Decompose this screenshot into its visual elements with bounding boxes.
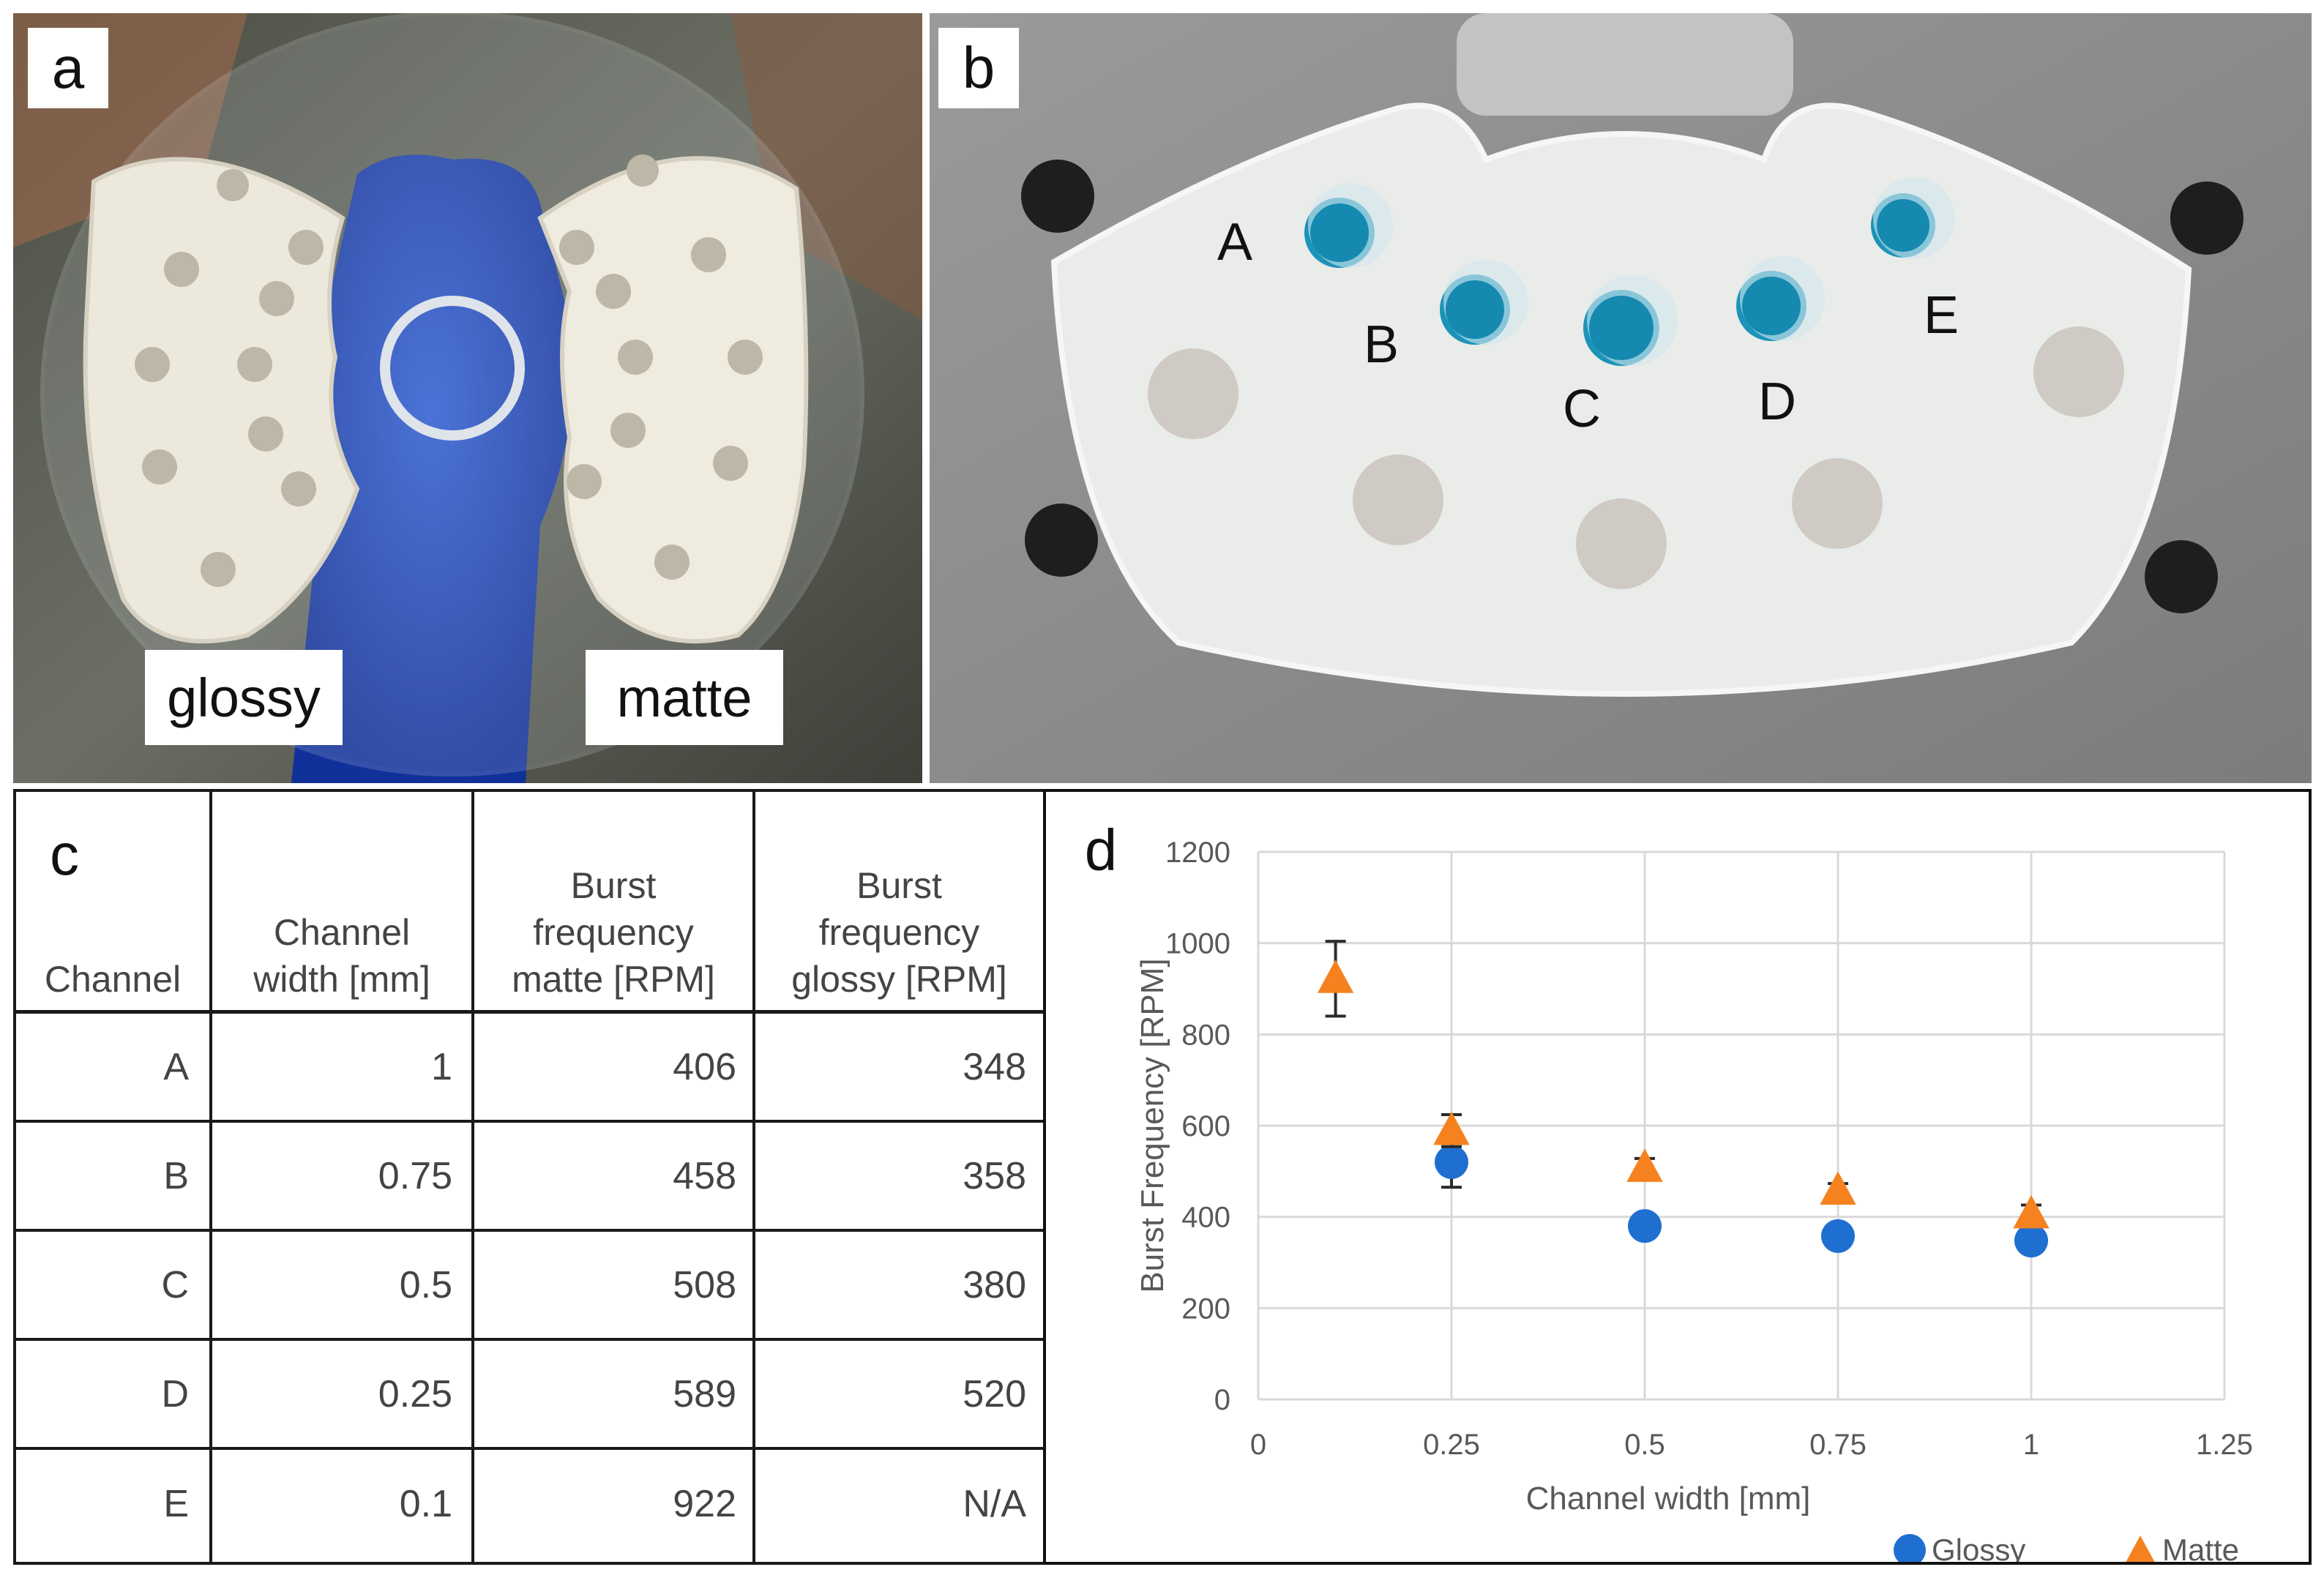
data-point-matte xyxy=(1317,960,1354,993)
panel-c-table: c Channel Channel width [mm] Burst frequ… xyxy=(13,789,1043,1565)
y-tick-label: 1200 xyxy=(1165,837,1230,869)
well-label-e: E xyxy=(1924,286,1959,345)
chart-svg: 0 200 400 600 800 1000 1200 0 0.25 0.5 0.75 1 1.25 Ch… xyxy=(1135,837,2253,1562)
well-label-c: C xyxy=(1563,380,1601,438)
cell-width: 0.5 xyxy=(399,1264,452,1306)
panel-d-letter: d xyxy=(1084,818,1118,883)
data-point-glossy xyxy=(1435,1145,1468,1179)
cell-channel: C xyxy=(161,1264,189,1306)
well-label-b: B xyxy=(1364,315,1400,374)
y-tick-label: 800 xyxy=(1181,1019,1230,1051)
cell-glossy: N/A xyxy=(963,1483,1026,1525)
y-tick-label: 200 xyxy=(1181,1293,1230,1325)
header-channel-width: Channel width [mm] xyxy=(253,912,430,1000)
panel-c-letter: c xyxy=(50,822,79,887)
cell-glossy: 348 xyxy=(963,1046,1026,1088)
cell-channel: D xyxy=(161,1373,189,1415)
header-channel: Channel xyxy=(44,959,182,1000)
x-tick-label: 1 xyxy=(2023,1429,2039,1461)
cell-glossy: 358 xyxy=(963,1155,1026,1197)
cell-width: 0.75 xyxy=(378,1155,452,1197)
cell-matte: 458 xyxy=(673,1155,736,1197)
x-tick-label: 0.25 xyxy=(1423,1429,1480,1461)
data-point-glossy xyxy=(2014,1224,2048,1258)
y-tick-label: 0 xyxy=(1214,1384,1230,1416)
data-point-matte xyxy=(1433,1111,1470,1145)
data-point-glossy xyxy=(1628,1209,1662,1243)
legend-label-matte: Matte xyxy=(2162,1533,2239,1562)
well-label-d: D xyxy=(1758,373,1796,431)
matte-label: matte xyxy=(586,650,783,745)
cell-width: 1 xyxy=(431,1046,452,1088)
y-tick-label: 1000 xyxy=(1165,928,1230,960)
legend-marker-glossy xyxy=(1894,1534,1926,1562)
cell-matte: 406 xyxy=(673,1046,736,1088)
cell-glossy: 520 xyxy=(963,1373,1026,1415)
x-tick-label: 0.75 xyxy=(1809,1429,1867,1461)
cell-channel: A xyxy=(163,1046,189,1088)
y-tick-label: 600 xyxy=(1181,1110,1230,1142)
panel-d-chart: d 0 200 400 600 800 1000 1200 0 0.25 0.5 0.75 1 1.25… xyxy=(1043,789,2312,1565)
cell-matte: 508 xyxy=(673,1264,736,1306)
x-tick-label: 1.25 xyxy=(2196,1429,2253,1461)
panel-b-photo: b A B C D E xyxy=(930,13,2312,783)
cell-matte: 922 xyxy=(673,1483,736,1525)
x-tick-label: 0 xyxy=(1250,1429,1266,1461)
data-point-matte xyxy=(1626,1148,1663,1182)
cell-matte: 589 xyxy=(673,1373,736,1415)
cell-channel: B xyxy=(163,1155,189,1197)
data-point-matte xyxy=(2013,1194,2050,1229)
x-axis-label: Channel width [mm] xyxy=(1526,1481,1811,1516)
well-label-a: A xyxy=(1217,213,1253,272)
panel-a-photo: a glossy matte xyxy=(13,13,922,783)
panel-b-letter: b xyxy=(938,28,1019,108)
data-point-glossy xyxy=(1821,1219,1855,1253)
cell-width: 0.1 xyxy=(399,1483,452,1525)
cell-width: 0.25 xyxy=(378,1373,452,1415)
legend-marker-matte xyxy=(2126,1535,2155,1562)
y-tick-label: 400 xyxy=(1181,1202,1230,1234)
header-burst-glossy: Burst frequency glossy [RPM] xyxy=(791,865,1007,1000)
y-axis-label: Burst Frequency [RPM] xyxy=(1135,958,1170,1293)
x-tick-label: 0.5 xyxy=(1624,1429,1665,1461)
header-burst-matte: Burst frequency matte [RPM] xyxy=(512,865,715,1000)
cell-glossy: 380 xyxy=(963,1264,1026,1306)
chip-on-stage-photo xyxy=(930,13,2312,783)
data-point-matte xyxy=(1820,1171,1856,1205)
legend-label-glossy: Glossy xyxy=(1932,1533,2025,1562)
cell-channel: E xyxy=(163,1483,189,1525)
panel-a-letter: a xyxy=(28,28,108,108)
glossy-label: glossy xyxy=(145,650,343,745)
